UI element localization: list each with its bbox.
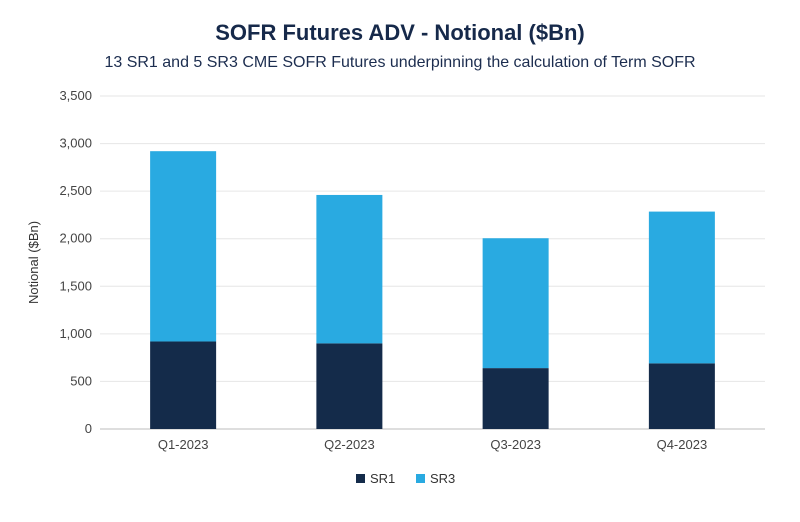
y-tick-label: 0 [85,421,92,436]
legend-swatch-sr3 [416,474,425,483]
bar-sr1-q2-2023 [316,343,383,429]
bar-sr1-q1-2023 [150,341,217,429]
y-tick-label: 500 [70,373,92,388]
y-tick-label: 3,000 [59,136,92,151]
x-tick-label: Q1-2023 [158,437,209,452]
legend-label-sr3: SR3 [430,471,455,486]
legend-label-sr1: SR1 [370,471,395,486]
y-tick-label: 3,500 [59,88,92,103]
chart-title: SOFR Futures ADV - Notional ($Bn) [215,20,585,45]
legend: SR1 SR3 [356,471,455,486]
x-tick-label: Q4-2023 [657,437,708,452]
y-tick-label: 1,500 [59,278,92,293]
bar-sr3-q3-2023 [482,238,549,369]
y-axis-label: Notional ($Bn) [26,221,41,304]
x-tick-label: Q3-2023 [490,437,541,452]
x-tick-label: Q2-2023 [324,437,375,452]
x-axis-ticks: Q1-2023 Q2-2023 Q3-2023 Q4-2023 [158,437,707,452]
bars [150,151,715,429]
bar-sr1-q3-2023 [482,368,549,429]
legend-swatch-sr1 [356,474,365,483]
bar-sr3-q4-2023 [648,211,715,364]
chart-subtitle: 13 SR1 and 5 SR3 CME SOFR Futures underp… [104,54,696,71]
y-tick-label: 2,500 [59,183,92,198]
bar-sr3-q1-2023 [150,151,217,342]
bar-sr1-q4-2023 [648,363,715,429]
bar-sr3-q2-2023 [316,194,383,344]
y-tick-label: 2,000 [59,231,92,246]
y-tick-label: 1,000 [59,326,92,341]
y-axis-ticks: 0 500 1,000 1,500 2,000 2,500 3,000 3,500 [59,88,92,436]
